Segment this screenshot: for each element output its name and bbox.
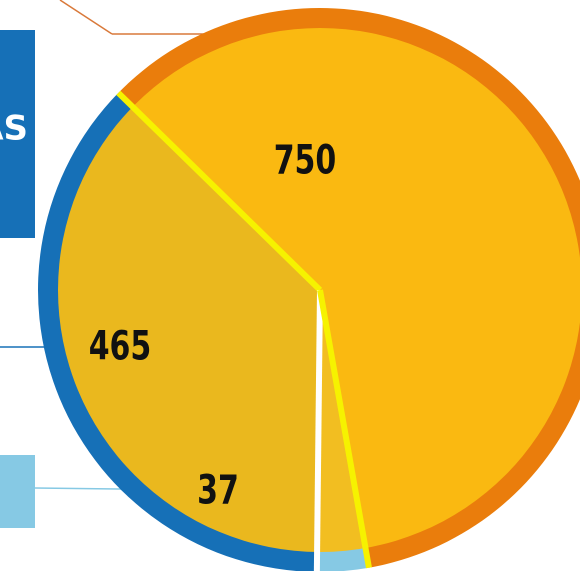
slice-divider — [317, 289, 372, 569]
slice-divider — [116, 90, 323, 293]
leader-line — [59, 0, 113, 35]
label-box — [0, 455, 35, 528]
slice-divider — [313, 289, 323, 571]
pie: 750 465 37 — [38, 8, 580, 571]
label-box — [0, 30, 35, 238]
value-label: 37 — [197, 467, 239, 513]
value-label: 465 — [89, 323, 152, 369]
value-label: 750 — [274, 137, 337, 183]
annotation: AS — [0, 109, 28, 149]
